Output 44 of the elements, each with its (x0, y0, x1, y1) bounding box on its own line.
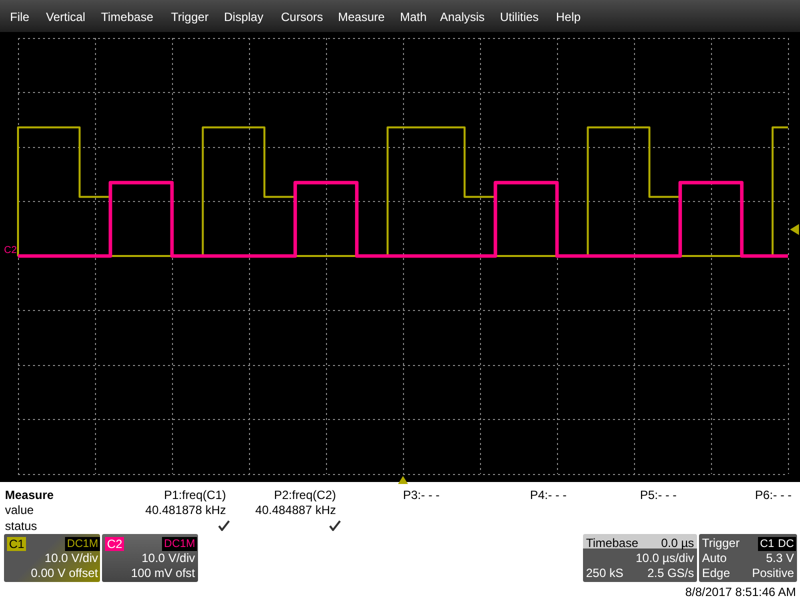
text: C2 (4, 244, 17, 258)
text: C1 (7, 537, 26, 551)
text: 0.0 µs (661, 536, 694, 550)
text: 10.0 V/div (142, 551, 195, 565)
text: Measure (5, 488, 54, 502)
text: Edge (702, 566, 730, 580)
text: Trigger (702, 536, 740, 550)
text: P5:- - - (640, 488, 677, 502)
text: Positive (752, 566, 794, 580)
text: 2.5 GS/s (647, 566, 694, 580)
text: C2 (105, 537, 124, 551)
text: 250 kS (586, 566, 624, 580)
text: 40.484887 kHz (255, 503, 336, 517)
text: Analysis (440, 10, 485, 24)
text: P2:freq(C2) (274, 488, 336, 502)
text: Display (224, 10, 264, 24)
text: DC (776, 537, 796, 551)
text: P1:freq(C1) (164, 488, 226, 502)
text: value (5, 503, 34, 517)
text: Timebase (586, 536, 638, 550)
text: P3:- - - (403, 488, 440, 502)
text: DC1M (162, 537, 198, 551)
text: DC1M (65, 537, 100, 551)
text: Math (400, 10, 427, 24)
text: Auto (702, 551, 727, 565)
text: C1 (758, 537, 776, 551)
text: Measure (338, 10, 385, 24)
text: Trigger (171, 10, 209, 24)
text: 100 mV ofst (130, 566, 195, 580)
text: 5.3 V (766, 551, 794, 565)
text: Vertical (46, 10, 86, 24)
text: File (10, 10, 30, 24)
text: Timebase (101, 10, 154, 24)
text: Help (556, 10, 581, 24)
text: status (5, 519, 38, 533)
text: 0.00 V offset (30, 566, 98, 580)
text: 10.0 V/div (44, 551, 98, 565)
text: Utilities (500, 10, 539, 24)
text: Cursors (281, 10, 324, 24)
text: P6:- - - (755, 488, 792, 502)
text: 10.0 µs/div (636, 551, 694, 565)
text: 8/8/2017 8:51:46 AM (685, 585, 796, 599)
text: 40.481878 kHz (145, 503, 226, 517)
text: P4:- - - (530, 488, 567, 502)
